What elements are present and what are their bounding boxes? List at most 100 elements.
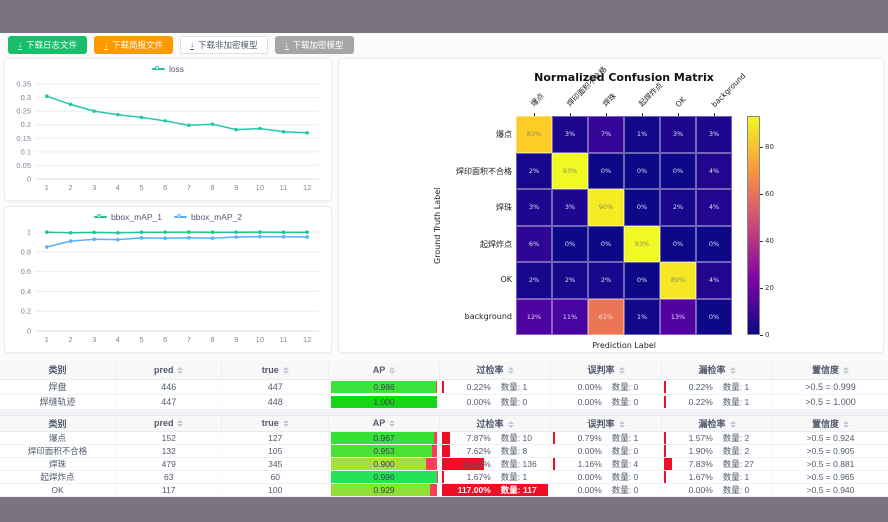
pred-count-cell: 63 <box>115 470 223 484</box>
svg-text:0.2: 0.2 <box>21 120 31 129</box>
sort-caret-icon[interactable] <box>729 420 736 428</box>
svg-text:12: 12 <box>303 335 311 344</box>
sort-caret-icon[interactable] <box>729 367 736 375</box>
confusion-matrix-cell: 11% <box>552 298 588 335</box>
legend-item-bbox_mAP_2[interactable]: bbox_mAP_2 <box>174 212 242 222</box>
sort-caret-icon[interactable] <box>618 420 625 428</box>
column-header-2[interactable]: true <box>221 415 330 432</box>
download-report-button[interactable]: 下载简报文件 <box>94 36 174 54</box>
confidence-cell: >0.5 = 0.881 <box>772 457 888 471</box>
svg-text:0.15: 0.15 <box>16 134 31 143</box>
column-header-label: 类别 <box>48 365 67 376</box>
ap-bar: 0.929 <box>331 484 438 496</box>
confusion-matrix-cell: 3% <box>660 116 696 153</box>
mis-rate-cell: 0.00% 数量: 0 <box>550 394 663 410</box>
svg-text:6: 6 <box>163 183 167 192</box>
legend-item-bbox_mAP_1[interactable]: bbox_mAP_1 <box>93 212 162 222</box>
miss-rate-cell-bar: 0.22% 数量: 1 <box>664 380 770 393</box>
table-row: 焊盘 446 447 0.986 0.22% 数量: 1 0.00% 数量: 0 0.22% 数量… <box>0 379 888 395</box>
svg-text:0.05: 0.05 <box>16 161 31 170</box>
svg-text:12: 12 <box>303 183 311 192</box>
mis-rate-cell: 0.00% 数量: 0 <box>550 444 663 458</box>
column-header-label: 置信度 <box>812 365 840 376</box>
column-header-2[interactable]: true <box>221 361 330 380</box>
svg-text:7: 7 <box>187 335 191 344</box>
mis-rate-cell-bar: 0.00% 数量: 0 <box>577 446 639 456</box>
sort-caret-icon[interactable] <box>507 367 514 375</box>
class-name-cell: 焊珠 <box>0 457 116 471</box>
column-header-6[interactable]: 漏检率 <box>661 415 774 432</box>
sort-caret-icon[interactable] <box>177 366 184 374</box>
confusion-matrix-cell: 4% <box>696 189 732 226</box>
column-header-7[interactable]: 置信度 <box>772 361 888 380</box>
sort-caret-icon[interactable] <box>282 366 289 374</box>
column-header-1[interactable]: pred <box>115 415 223 432</box>
sort-caret-icon[interactable] <box>618 367 625 375</box>
confusion-matrix-cell: 3% <box>552 189 588 226</box>
sort-caret-icon[interactable] <box>507 420 514 428</box>
axis-tick <box>570 113 571 116</box>
mis-rate-cell: 0.00% 数量: 0 <box>550 470 663 484</box>
column-header-3[interactable]: AP <box>328 415 441 432</box>
svg-text:8: 8 <box>210 183 214 192</box>
over-rate-cell: 1.67% 数量: 1 <box>439 470 552 484</box>
column-header-6[interactable]: 漏检率 <box>661 361 774 380</box>
column-header-label: 漏检率 <box>698 418 726 429</box>
ap-bar: 0.996 <box>331 471 438 483</box>
svg-text:9: 9 <box>234 335 238 344</box>
true-count-cell: 447 <box>221 379 330 395</box>
column-header-4[interactable]: 过检率 <box>439 361 552 380</box>
column-header-5[interactable]: 误判率 <box>550 415 663 432</box>
ap-bar: 0.986 <box>331 380 438 393</box>
mis-rate-cell-bar: 1.16% 数量: 4 <box>553 458 659 470</box>
over-rate-cell: 0.00% 数量: 0 <box>439 394 552 410</box>
pred-count-cell: 479 <box>115 457 223 471</box>
ap-cell: 0.929 <box>328 483 441 497</box>
confusion-matrix-cell: 1% <box>624 116 660 153</box>
column-header-1[interactable]: pred <box>115 361 223 380</box>
confusion-matrix-cell: 93% <box>552 152 588 189</box>
miss-rate-cell: 0.00% 数量: 0 <box>661 483 774 497</box>
confusion-matrix-cell: 2% <box>516 152 552 189</box>
sort-caret-icon[interactable] <box>843 367 850 375</box>
over-rate-cell: 117.00% 数量: 117 <box>439 483 552 497</box>
download-encrypted-model-label: 下载加密模型 <box>292 40 344 50</box>
mis-rate-cell: 0.00% 数量: 0 <box>550 379 663 395</box>
sort-caret-icon[interactable] <box>389 366 396 374</box>
miss-rate-cell: 1.57% 数量: 2 <box>661 431 774 445</box>
over-rate-cell: 7.87% 数量: 10 <box>439 431 552 445</box>
confusion-matrix-cell: 0% <box>660 225 696 262</box>
column-header-5[interactable]: 误判率 <box>550 361 663 380</box>
column-header-label: AP <box>372 418 386 429</box>
confusion-matrix-cell: 0% <box>660 152 696 189</box>
confusion-matrix-card: Normalized Confusion Matrix Ground Truth… <box>338 58 884 353</box>
confusion-matrix-cell: 0% <box>696 298 732 335</box>
confidence-cell: >0.5 = 0.999 <box>772 379 888 395</box>
column-header-3[interactable]: AP <box>328 361 441 380</box>
ap-bar: 0.967 <box>331 432 438 444</box>
loss-chart: 00.050.10.150.20.250.30.351 2 3 4 5 6 7 8 9 10 11 1… <box>16 80 319 192</box>
toolbar: 下载日志文件 下载简报文件 下载非加密模型 下载加密模型 <box>8 36 354 54</box>
ap-bar: 1.000 <box>331 395 438 408</box>
column-header-7[interactable]: 置信度 <box>772 415 888 432</box>
sort-caret-icon[interactable] <box>389 420 396 428</box>
confusion-matrix-cell: 0% <box>624 152 660 189</box>
miss-rate-cell: 1.90% 数量: 2 <box>661 444 774 458</box>
sort-caret-icon[interactable] <box>843 420 850 428</box>
download-unencrypted-model-button[interactable]: 下载非加密模型 <box>180 36 268 54</box>
column-header-label: 漏检率 <box>698 365 726 376</box>
confusion-matrix-cell: 7% <box>588 116 624 153</box>
legend-item-loss[interactable]: loss <box>151 64 184 74</box>
download-log-button[interactable]: 下载日志文件 <box>8 36 88 54</box>
table-row: 爆点 152 127 0.967 7.87% 数量: 10 0.79% 数量: 1 1.57% 数… <box>0 431 888 445</box>
confusion-matrix-cell: 2% <box>516 262 552 299</box>
column-header-label: true <box>261 418 279 429</box>
sort-caret-icon[interactable] <box>282 420 289 428</box>
sort-caret-icon[interactable] <box>177 420 184 428</box>
miss-rate-cell: 1.67% 数量: 1 <box>661 470 774 484</box>
column-header-4[interactable]: 过检率 <box>439 415 552 432</box>
download-encrypted-model-button[interactable]: 下载加密模型 <box>274 36 354 54</box>
ap-cell: 1.000 <box>328 394 441 410</box>
ap-cell: 0.900 <box>328 457 441 471</box>
